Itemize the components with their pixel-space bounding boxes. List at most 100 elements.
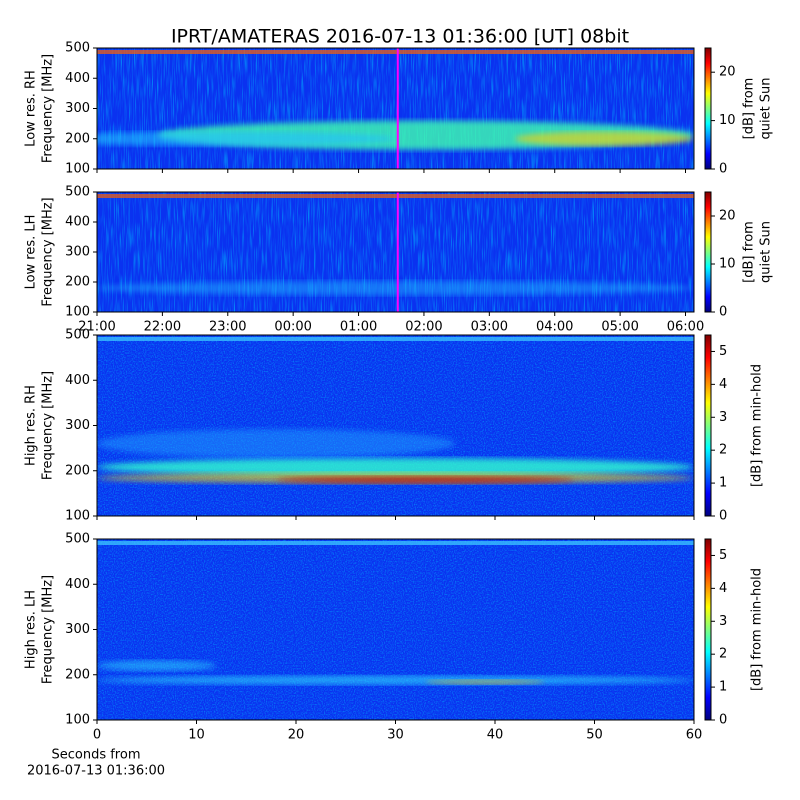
y-tick-label: 100 [65,509,90,524]
y-axis-label: Frequency [MHz] [41,371,56,480]
y-axis-label: High res. RH [24,385,39,466]
colorbar-tick-label: 1 [719,476,727,491]
colorbar-label: quiet Sun [759,221,774,283]
y-tick-label: 300 [65,622,90,637]
colorbar-tick-label: 0 [719,509,727,524]
x-tick-label: 50 [586,728,603,743]
y-tick-label: 300 [65,101,90,116]
y-tick-label: 100 [65,713,90,728]
y-axis-label: Frequency [MHz] [41,197,56,306]
colorbar-label: [dB] from [742,221,757,283]
y-axis-label: High res. LH [24,590,39,669]
x-tick-label: 05:00 [601,320,638,335]
panel: 100 200 300 400 500 High res. RH Frequency [MH… [24,328,765,524]
spectrogram [97,335,694,516]
x-tick-label: 00:00 [274,320,311,335]
spectrogram-noise [97,335,694,516]
y-axis-label: Frequency [MHz] [41,575,56,684]
colorbar-label: quiet Sun [759,77,774,139]
x-tick-label: 23:00 [209,320,246,335]
top-band [97,194,694,198]
y-tick-label: 200 [65,131,90,146]
y-tick-label: 200 [65,463,90,478]
colorbar-tick-label: 3 [719,410,727,425]
y-tick-label: 300 [65,418,90,433]
x-tick-label: 22:00 [144,320,181,335]
colorbar-label: [dB] from min-hold [750,568,765,691]
y-tick-label: 100 [65,162,90,177]
top-band [97,337,694,341]
top-band [97,50,694,54]
emission [97,675,694,685]
spectrogram-noise [97,539,694,720]
x-tick-label: 0 [93,728,101,743]
colorbar-tick-label: 20 [719,209,736,224]
y-tick-label: 200 [65,275,90,290]
y-axis-label: Low res. RH [24,70,39,147]
spectrogram-noise [97,48,694,169]
spectrogram [97,192,694,312]
y-tick-label: 500 [65,185,90,200]
colorbar-tick-label: 0 [719,713,727,728]
x-tick-label: 02:00 [405,320,442,335]
y-tick-label: 100 [65,305,90,320]
colorbar [704,47,712,170]
y-tick-label: 500 [65,328,90,343]
colorbar-tick-label: 2 [719,443,727,458]
top-band [97,541,694,545]
colorbar-tick-label: 5 [719,344,727,359]
spectrogram [97,48,694,169]
emission [97,458,694,477]
y-tick-label: 400 [65,373,90,388]
x-axis-label: Seconds from [51,748,140,763]
emission [97,280,694,296]
colorbar [704,538,712,721]
colorbar-tick-label: 10 [719,113,736,128]
colorbar-tick-label: 20 [719,65,736,80]
emission [514,131,694,147]
colorbar-tick-label: 1 [719,680,727,695]
colorbar-tick-label: 10 [719,257,736,272]
x-tick-label: 30 [387,728,404,743]
x-tick-label: 06:00 [667,320,704,335]
y-axis-label: Frequency [MHz] [41,54,56,163]
colorbar-tick-label: 5 [719,548,727,563]
panel: 100 200 300 400 500 Low res. RH Frequency [MHz… [24,41,774,177]
x-tick-label: 04:00 [536,320,573,335]
colorbar [704,191,712,313]
emission [425,679,545,685]
y-axis-label: Low res. LH [24,215,39,290]
x-axis-label: 2016-07-13 01:36:00 [27,764,165,779]
y-tick-label: 400 [65,577,90,592]
x-tick-label: 03:00 [471,320,508,335]
emission [97,660,217,672]
colorbar [704,334,712,517]
figure-title: IPRT/AMATERAS 2016-07-13 01:36:00 [UT] 0… [171,26,629,48]
colorbar-tick-label: 3 [719,614,727,629]
colorbar-tick-label: 0 [719,305,727,320]
colorbar-label: [dB] from [742,78,757,140]
x-tick-label: 40 [487,728,504,743]
colorbar-label: [dB] from min-hold [750,364,765,487]
y-tick-label: 200 [65,667,90,682]
emission [97,429,456,459]
colorbar-tick-label: 4 [719,581,727,596]
y-tick-label: 400 [65,215,90,230]
colorbar-tick-label: 2 [719,647,727,662]
x-tick-label: 20 [288,728,305,743]
y-tick-label: 400 [65,71,90,86]
x-tick-label: 21:00 [78,320,115,335]
y-tick-label: 500 [65,532,90,547]
x-tick-label: 60 [686,728,703,743]
x-tick-label: 10 [188,728,205,743]
y-tick-label: 300 [65,245,90,260]
colorbar-tick-label: 4 [719,377,727,392]
spectrogram [97,539,694,720]
x-tick-label: 01:00 [340,320,377,335]
emission [97,131,396,147]
emission [276,476,575,484]
y-tick-label: 500 [65,41,90,56]
